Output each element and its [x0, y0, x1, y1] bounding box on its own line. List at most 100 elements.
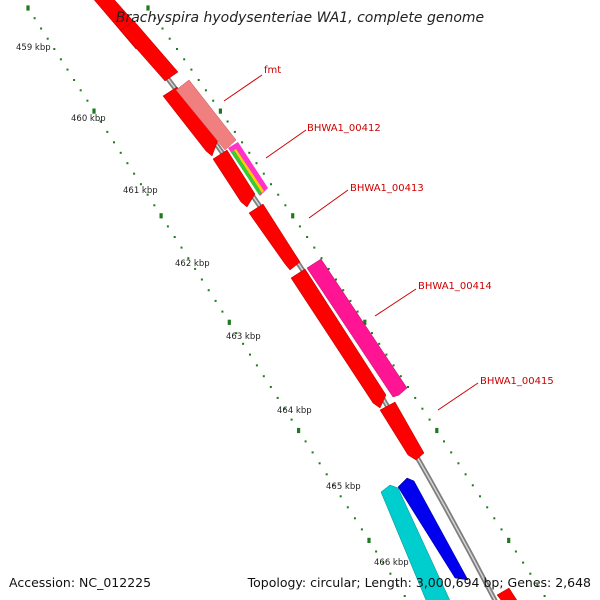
minor-tick — [471, 484, 474, 487]
minor-tick — [371, 332, 373, 335]
minor-tick — [320, 257, 323, 260]
minor-tick — [40, 27, 43, 30]
minor-tick — [428, 418, 431, 421]
minor-tick — [414, 396, 417, 399]
minor-tick — [277, 193, 280, 196]
major-tick — [218, 108, 222, 114]
genome-backbone — [103, 0, 498, 600]
scale-tick-labels: 459 kbp 460 kbp 461 kbp 462 kbp 463 kbp … — [16, 43, 409, 568]
minor-tick — [339, 495, 342, 498]
tick-label: 461 kbp — [123, 186, 158, 196]
minor-tick — [403, 595, 406, 597]
minor-tick — [335, 278, 337, 281]
bhwa1-00414-leader-line — [374, 288, 417, 317]
minor-tick — [486, 506, 489, 509]
minor-tick — [139, 183, 142, 186]
minor-tick — [197, 79, 200, 81]
gene-leader-lines — [223, 74, 479, 411]
bhwa1-00412-leader-line — [265, 129, 307, 159]
minor-tick — [332, 484, 335, 487]
gene-label-bhwa1-00415[interactable]: BHWA1_00415 — [480, 376, 554, 387]
minor-tick — [318, 462, 321, 465]
minor-tick — [106, 130, 109, 133]
gene-label-bhwa1-00414[interactable]: BHWA1_00414 — [418, 281, 492, 292]
minor-tick — [375, 550, 378, 553]
bhwa1-00413-leader-line — [308, 189, 349, 219]
minor-tick — [187, 257, 190, 260]
minor-tick — [346, 506, 349, 509]
minor-tick — [276, 396, 279, 399]
minor-tick — [450, 451, 453, 454]
minor-tick — [133, 172, 136, 175]
minor-tick — [99, 120, 102, 123]
gene-label-fmt[interactable]: fmt — [264, 65, 281, 76]
minor-tick — [53, 48, 56, 50]
minor-tick — [146, 193, 149, 196]
minor-tick — [382, 561, 385, 564]
gene-label-bhwa1-00413[interactable]: BHWA1_00413 — [350, 183, 424, 194]
major-tick — [297, 427, 301, 434]
minor-tick — [204, 89, 207, 92]
minor-tick — [200, 278, 203, 281]
tick-label: 462 kbp — [175, 259, 210, 269]
minor-tick — [464, 473, 467, 476]
tick-label: 465 kbp — [326, 482, 361, 492]
tick-label: 460 kbp — [71, 114, 106, 124]
tick-label: 463 kbp — [226, 332, 261, 342]
minor-tick — [356, 310, 359, 313]
minor-tick — [457, 462, 460, 465]
fmt-gene-block — [175, 79, 237, 151]
feature-track-outer — [175, 79, 469, 600]
minor-tick — [66, 68, 69, 71]
minor-tick — [241, 141, 244, 144]
minor-tick — [180, 246, 183, 249]
inner-tick-ring — [26, 5, 406, 597]
minor-tick — [493, 517, 496, 520]
tick-label: 466 kbp — [374, 558, 409, 568]
major-tick — [227, 319, 231, 325]
minor-tick — [168, 37, 171, 40]
major-tick — [291, 213, 295, 219]
major-tick — [26, 5, 30, 11]
minor-tick — [298, 225, 301, 228]
minor-tick — [154, 17, 157, 20]
minor-tick — [443, 440, 445, 443]
minor-tick — [119, 151, 122, 154]
minor-tick — [396, 583, 399, 586]
minor-tick — [59, 58, 62, 61]
trna-block-stripe-yellow — [234, 149, 264, 193]
minor-tick — [249, 353, 251, 356]
minor-tick — [392, 364, 395, 367]
minor-tick — [33, 17, 36, 20]
major-tick — [146, 5, 150, 11]
outer-tick-ring — [146, 5, 546, 597]
major-tick — [92, 108, 96, 114]
cds-block — [119, 20, 179, 82]
minor-tick — [269, 386, 272, 388]
minor-tick — [126, 162, 129, 165]
genome-backbone-highlight — [105, 0, 496, 600]
cyan-feature-block — [380, 484, 450, 600]
minor-tick — [353, 517, 356, 520]
cds-block — [248, 203, 301, 271]
cds-block — [290, 268, 387, 409]
minor-tick — [73, 79, 76, 81]
minor-tick — [190, 68, 193, 71]
major-tick — [507, 537, 511, 543]
minor-tick — [194, 267, 197, 270]
minor-tick — [183, 58, 186, 61]
minor-tick — [283, 407, 286, 410]
topology-summary: Topology: circular; Length: 3,000,694 bp… — [247, 575, 591, 590]
tick-label: 464 kbp — [277, 406, 312, 416]
minor-tick — [522, 561, 525, 564]
minor-tick — [113, 141, 115, 144]
minor-tick — [79, 89, 82, 92]
minor-tick — [166, 225, 169, 228]
minor-tick — [214, 299, 217, 302]
minor-tick — [304, 440, 307, 443]
trna-block-stripe-green — [231, 150, 262, 195]
gene-label-bhwa1-00412[interactable]: BHWA1_00412 — [307, 123, 381, 134]
minor-tick — [514, 550, 517, 553]
minor-tick — [153, 204, 156, 207]
